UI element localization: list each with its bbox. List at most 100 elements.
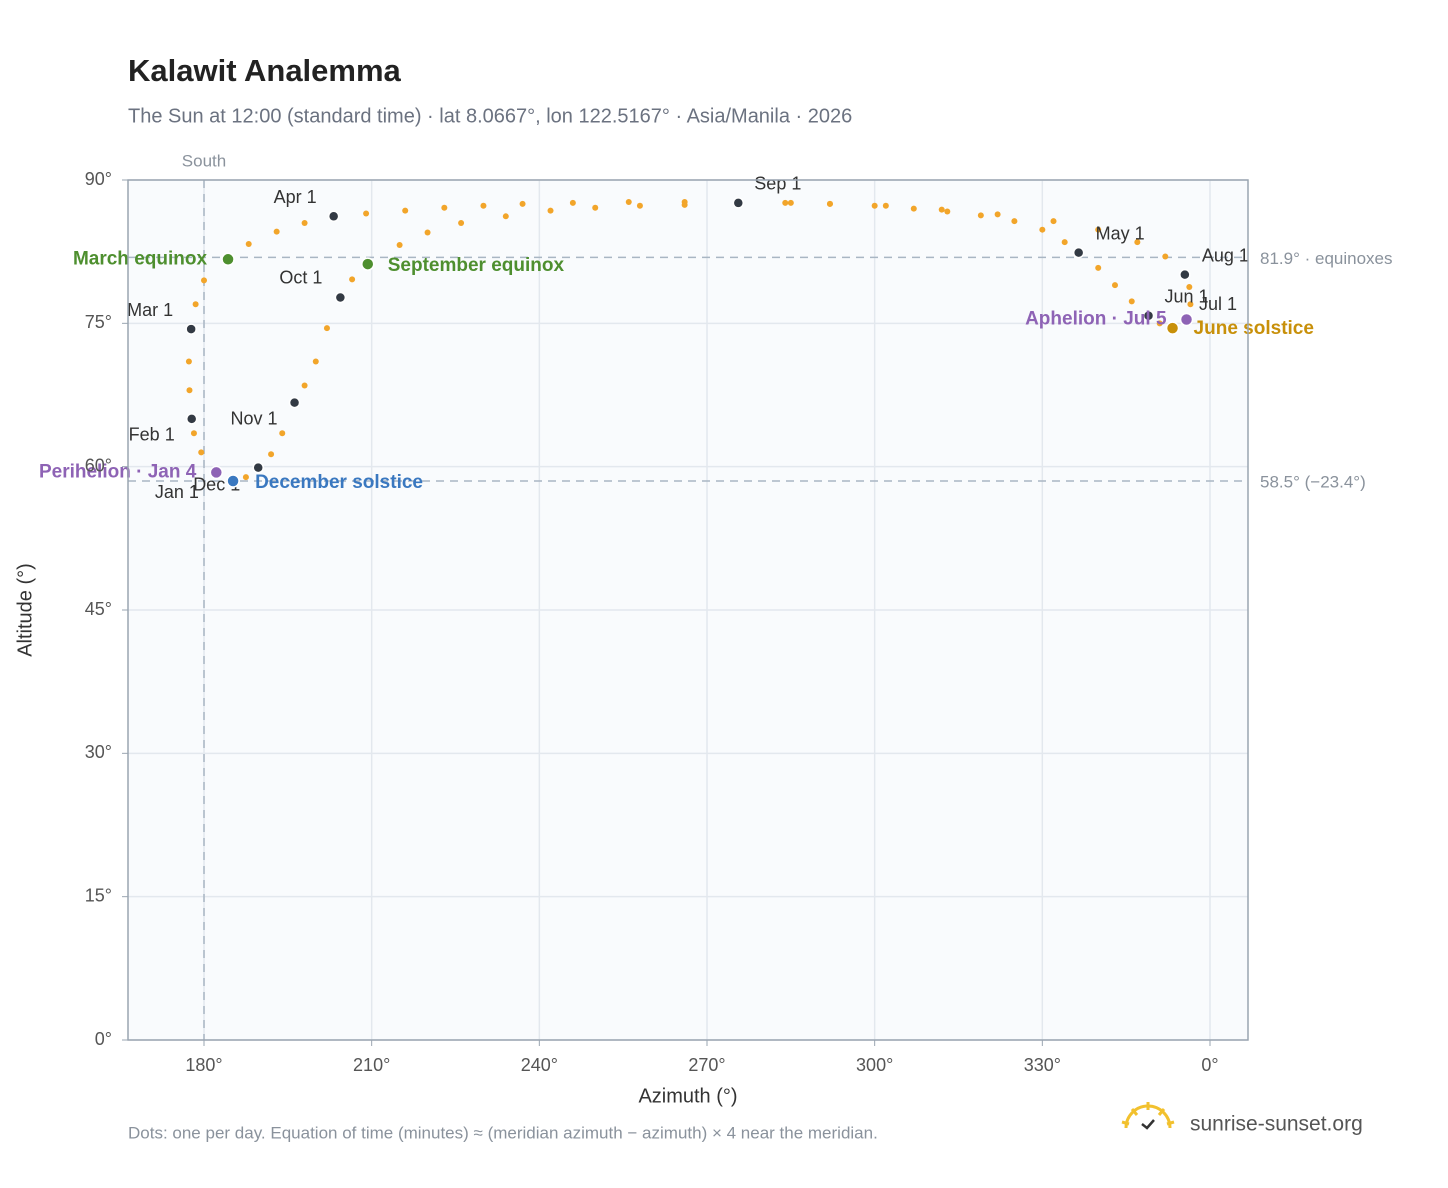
daily-dot (1162, 253, 1169, 260)
south-label: South (182, 151, 226, 170)
daily-dot (625, 198, 632, 205)
daily-dot (349, 276, 356, 283)
daily-dot (192, 301, 199, 308)
event-label: Apr 1 (274, 187, 317, 207)
daily-dot (519, 200, 526, 207)
daily-dot (871, 202, 878, 209)
event-label: Oct 1 (279, 267, 322, 287)
event-dot (327, 210, 340, 223)
chart-title: Kalawit Analemma (128, 53, 402, 88)
event-label: Aphelion · Jul 5 (1025, 309, 1167, 330)
daily-dot (186, 387, 193, 394)
daily-dot (245, 241, 252, 248)
event-label: Mar 1 (127, 300, 173, 320)
daily-dot (312, 358, 319, 365)
x-tick-label: 180° (185, 1055, 222, 1075)
y-tick-label: 30° (85, 742, 112, 762)
daily-dot (301, 382, 308, 389)
event-label: September equinox (388, 255, 565, 276)
x-axis-label: Azimuth (°) (638, 1085, 737, 1107)
event-label: Perihelion · Jan 4 (39, 461, 197, 482)
event-dot (209, 465, 224, 480)
event-dot (732, 197, 745, 209)
y-tick-label: 90° (85, 169, 112, 189)
daily-dot (944, 208, 951, 215)
daily-dot (938, 206, 945, 213)
daily-dot (1187, 301, 1194, 308)
event-label: Aug 1 (1202, 245, 1249, 265)
event-dot (185, 323, 197, 335)
daily-dot (402, 207, 409, 214)
daily-dot (994, 211, 1001, 218)
daily-dot (198, 449, 205, 456)
daily-dot (1186, 284, 1193, 291)
event-dot (1179, 268, 1191, 281)
daily-dot (910, 205, 917, 212)
y-tick-label: 75° (85, 312, 112, 332)
reference-label: 81.9° · equinoxes (1260, 249, 1393, 268)
x-tick-label: 0° (1201, 1055, 1218, 1075)
y-tick-label: 45° (85, 599, 112, 619)
daily-dot (569, 199, 576, 206)
event-label: Jun 1 (1165, 286, 1209, 306)
x-tick-label: 300° (856, 1055, 893, 1075)
event-dot (1179, 312, 1194, 327)
daily-dot (1095, 264, 1102, 271)
event-dot (226, 474, 240, 488)
event-label: Nov 1 (231, 408, 278, 428)
event-dot (1142, 309, 1155, 322)
brand-logo (1121, 1102, 1175, 1130)
daily-dot (185, 358, 192, 365)
y-tick-label: 0° (95, 1029, 112, 1049)
y-axis-label: Altitude (°) (14, 563, 36, 657)
reference-label: 58.5° (−23.4°) (1260, 472, 1366, 491)
daily-dot (1039, 226, 1046, 233)
daily-dot (787, 199, 794, 206)
daily-dot (1050, 218, 1057, 225)
daily-dot (273, 228, 280, 235)
daily-dot (1128, 298, 1135, 305)
event-label: March equinox (73, 248, 208, 269)
daily-dot (424, 229, 431, 236)
daily-dot (242, 474, 249, 481)
daily-dot (1095, 226, 1102, 233)
footnote: Dots: one per day. Equation of time (min… (128, 1123, 878, 1142)
y-tick-label: 60° (85, 455, 112, 475)
daily-dot (268, 451, 275, 458)
event-dot (334, 291, 347, 304)
daily-dot (592, 204, 599, 211)
daily-dot (1156, 320, 1163, 327)
daily-dot (1011, 218, 1018, 225)
event-label: June solstice (1194, 318, 1314, 339)
daily-dot (547, 207, 554, 214)
event-label: Feb 1 (129, 425, 175, 445)
daily-dot (323, 325, 330, 332)
brand-name: sunrise-sunset.org (1190, 1113, 1363, 1136)
daily-dot (681, 201, 688, 208)
event-dot (185, 413, 198, 425)
event-dot (288, 396, 301, 409)
daily-dot (480, 202, 487, 209)
x-tick-label: 270° (688, 1055, 725, 1075)
event-dot (1165, 321, 1180, 335)
daily-dot (458, 220, 465, 226)
event-label: December solstice (255, 472, 423, 493)
event-dot (252, 461, 264, 474)
event-dot (1072, 246, 1085, 259)
daily-dot (636, 202, 643, 209)
daily-dot (1111, 282, 1118, 289)
x-tick-label: 210° (353, 1055, 390, 1075)
daily-dot (201, 277, 208, 284)
daily-dot (441, 204, 448, 211)
chart-subtitle: The Sun at 12:00 (standard time) · lat 8… (128, 105, 852, 127)
daily-dot (826, 200, 833, 207)
event-label: May 1 (1096, 223, 1145, 243)
daily-dot (363, 210, 370, 217)
x-tick-label: 240° (521, 1055, 558, 1075)
event-dot (221, 252, 235, 267)
event-label: Sep 1 (754, 174, 801, 194)
daily-dot (882, 202, 889, 209)
event-label: Jan 1 (155, 482, 199, 502)
daily-dot (782, 199, 789, 206)
daily-dot (190, 430, 197, 437)
